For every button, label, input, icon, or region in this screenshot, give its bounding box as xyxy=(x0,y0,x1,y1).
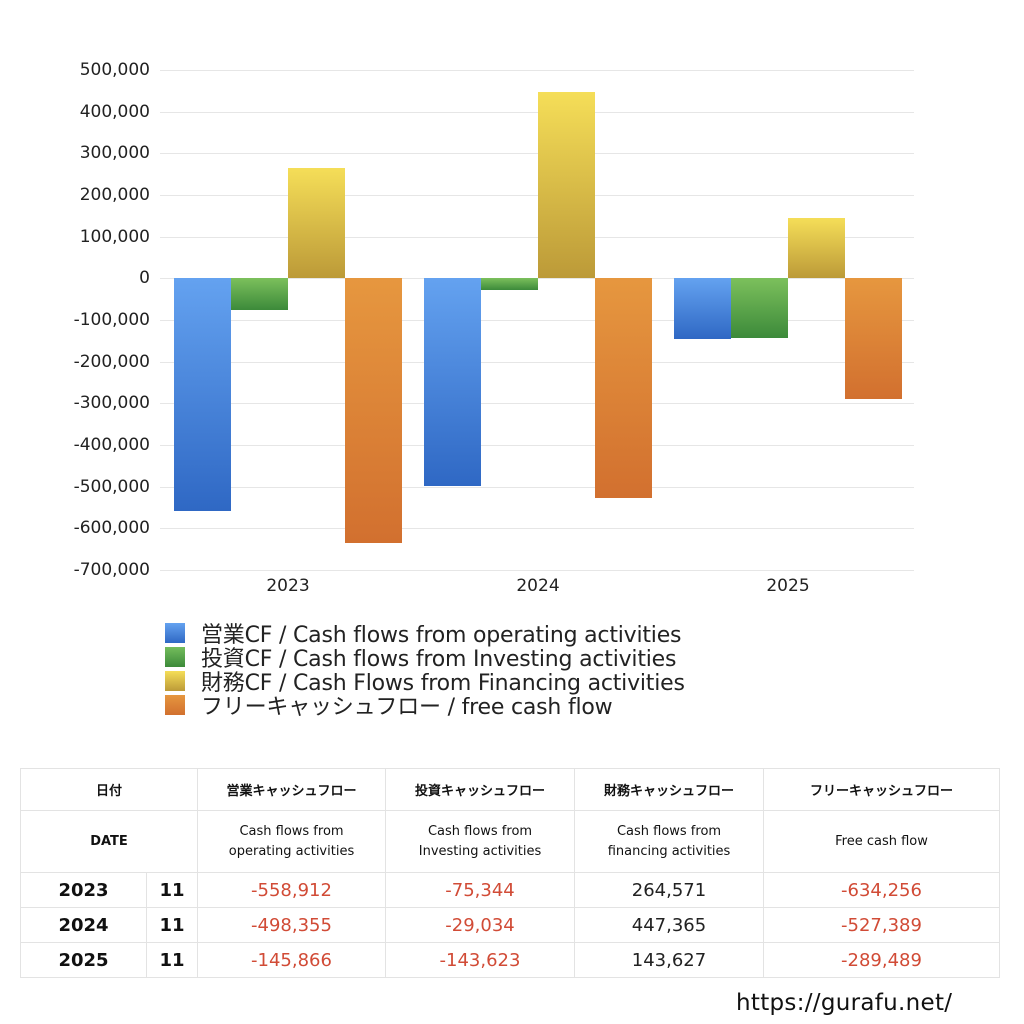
gridline xyxy=(160,487,914,488)
header-free-jp: フリーキャッシュフロー xyxy=(763,768,1000,811)
y-tick-label: -400,000 xyxy=(73,435,150,455)
y-tick-label: 200,000 xyxy=(79,185,150,205)
y-tick-label: 400,000 xyxy=(79,101,150,122)
gridline xyxy=(160,570,914,571)
gridline xyxy=(160,445,914,446)
row-operating: -558,912 xyxy=(197,872,386,908)
header-text-line: Investing activities xyxy=(418,843,542,859)
legend-label: フリーキャッシュフロー / free cash flow xyxy=(201,695,613,720)
bar-free-2025 xyxy=(845,278,902,399)
gridline xyxy=(160,195,914,196)
header-operating-jp: 営業キャッシュフロー xyxy=(197,768,386,811)
cash-flow-table: 日付 営業キャッシュフロー 投資キャッシュフロー 財務キャッシュフロー フリーキ… xyxy=(20,768,1000,978)
chart-legend: 営業CF / Cash flows from operating activit… xyxy=(165,621,685,720)
bar-operating-2024 xyxy=(424,278,481,486)
gridline xyxy=(160,362,914,363)
row-year: 2024 xyxy=(20,907,147,943)
bar-financing-2024 xyxy=(538,91,595,279)
gridline xyxy=(160,403,914,404)
row-year: 2023 xyxy=(20,872,147,908)
header-text-line: Cash flows from xyxy=(239,823,344,839)
legend-item-operating: 営業CF / Cash flows from operating activit… xyxy=(165,621,685,648)
row-investing: -143,623 xyxy=(385,942,575,978)
header-date-jp: 日付 xyxy=(20,768,198,811)
gridline xyxy=(160,528,914,529)
legend-item-free: フリーキャッシュフロー / free cash flow xyxy=(165,693,685,720)
y-tick-label: 300,000 xyxy=(79,143,150,164)
row-operating: -498,355 xyxy=(197,907,386,943)
header-financing-en: Cash flows from financing activities xyxy=(574,810,764,873)
table-row: 2023 11 -558,912 -75,344 264,571 -634,25… xyxy=(20,872,1000,908)
x-tick-label: 2025 xyxy=(766,576,810,596)
bar-financing-2025 xyxy=(788,218,845,279)
gridline xyxy=(160,153,914,154)
row-month: 11 xyxy=(146,942,198,978)
y-tick-label: -100,000 xyxy=(73,310,150,330)
header-text-line: Cash flows from xyxy=(427,823,533,839)
header-text-line: Cash flows from xyxy=(616,823,722,839)
header-text-line: financing activities xyxy=(607,843,731,859)
y-tick-label: -500,000 xyxy=(73,476,150,497)
row-free: -527,389 xyxy=(763,907,1000,943)
gridline xyxy=(160,320,914,321)
legend-label: 財務CF / Cash Flows from Financing activit… xyxy=(201,671,685,696)
bar-operating-2023 xyxy=(174,278,231,512)
bar-free-2024 xyxy=(595,278,652,499)
site-url-link[interactable]: https://gurafu.net/ xyxy=(736,990,953,1016)
y-tick-label: 100,000 xyxy=(79,226,150,247)
row-financing: 264,571 xyxy=(574,872,764,908)
financing-swatch-icon xyxy=(165,671,185,691)
header-text-line: operating activities xyxy=(228,843,355,859)
bar-investing-2024 xyxy=(481,278,538,291)
row-financing: 143,627 xyxy=(574,942,764,978)
row-month: 11 xyxy=(146,872,198,908)
y-tick-label: -300,000 xyxy=(73,393,150,414)
table-row: 2024 11 -498,355 -29,034 447,365 -527,38… xyxy=(20,907,1000,943)
header-investing-jp: 投資キャッシュフロー xyxy=(385,768,575,811)
y-tick-label: -600,000 xyxy=(73,518,150,539)
legend-item-financing: 財務CF / Cash Flows from Financing activit… xyxy=(165,669,685,696)
row-financing: 447,365 xyxy=(574,907,764,943)
y-tick-label: 500,000 xyxy=(79,60,150,80)
x-tick-label: 2024 xyxy=(516,576,560,596)
x-tick-label: 2023 xyxy=(266,576,310,596)
bar-financing-2023 xyxy=(288,168,345,279)
gridline xyxy=(160,112,914,113)
row-year: 2025 xyxy=(20,942,147,978)
table-header-en: DATE Cash flows from operating activitie… xyxy=(20,810,1000,873)
header-investing-en: Cash flows from Investing activities xyxy=(385,810,575,873)
y-tick-label: 0 xyxy=(139,268,150,289)
gridline xyxy=(160,70,914,71)
header-date-en: DATE xyxy=(20,810,198,873)
header-operating-en: Cash flows from operating activities xyxy=(197,810,386,873)
table-header-jp: 日付 営業キャッシュフロー 投資キャッシュフロー 財務キャッシュフロー フリーキ… xyxy=(20,768,1000,811)
y-tick-label: -700,000 xyxy=(73,560,150,580)
bar-free-2023 xyxy=(345,278,402,543)
bar-operating-2025 xyxy=(674,278,731,340)
cash-flow-bar-chart: 500,000 400,000 300,000 200,000 100,000 0 -100… xyxy=(73,60,914,596)
row-free: -634,256 xyxy=(763,872,1000,908)
legend-label: 営業CF / Cash flows from operating activit… xyxy=(201,623,682,648)
header-financing-jp: 財務キャッシュフロー xyxy=(574,768,764,811)
row-investing: -75,344 xyxy=(385,872,575,908)
table-row: 2025 11 -145,866 -143,623 143,627 -289,4… xyxy=(20,942,1000,978)
bar-investing-2023 xyxy=(231,278,288,310)
row-month: 11 xyxy=(146,907,198,943)
gridline xyxy=(160,237,914,238)
row-free: -289,489 xyxy=(763,942,1000,978)
header-free-en: Free cash flow xyxy=(763,810,1000,873)
row-operating: -145,866 xyxy=(197,942,386,978)
operating-swatch-icon xyxy=(165,623,185,643)
y-tick-label: -200,000 xyxy=(73,351,150,372)
legend-item-investing: 投資CF / Cash flows from Investing activit… xyxy=(165,645,685,672)
investing-swatch-icon xyxy=(165,647,185,667)
bar-investing-2025 xyxy=(731,278,788,339)
free-swatch-icon xyxy=(165,695,185,715)
legend-label: 投資CF / Cash flows from Investing activit… xyxy=(201,647,677,672)
row-investing: -29,034 xyxy=(385,907,575,943)
